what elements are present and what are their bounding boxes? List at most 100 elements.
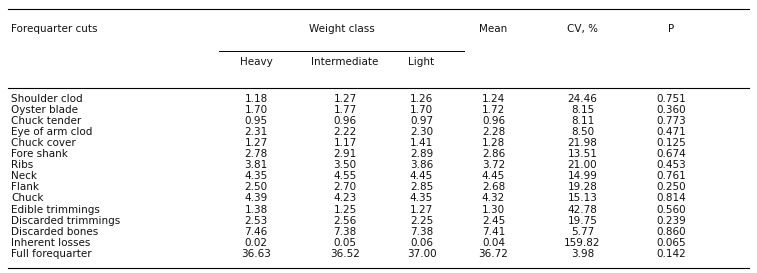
Text: 0.96: 0.96 — [482, 116, 505, 126]
Text: 1.17: 1.17 — [334, 138, 357, 148]
Text: 2.91: 2.91 — [334, 149, 357, 159]
Text: Heavy: Heavy — [240, 57, 273, 67]
Text: 1.41: 1.41 — [410, 138, 433, 148]
Text: 1.25: 1.25 — [334, 204, 357, 215]
Text: 2.70: 2.70 — [334, 182, 357, 192]
Text: 14.99: 14.99 — [568, 171, 597, 181]
Text: Mean: Mean — [479, 25, 508, 34]
Text: 2.25: 2.25 — [410, 216, 433, 225]
Text: 0.773: 0.773 — [656, 116, 687, 126]
Text: 2.31: 2.31 — [245, 127, 268, 137]
Text: 0.360: 0.360 — [657, 105, 687, 115]
Text: 0.560: 0.560 — [657, 204, 687, 215]
Text: 2.22: 2.22 — [334, 127, 357, 137]
Text: 0.96: 0.96 — [334, 116, 357, 126]
Text: Shoulder clod: Shoulder clod — [11, 94, 83, 104]
Text: 21.98: 21.98 — [568, 138, 597, 148]
Text: 2.68: 2.68 — [482, 182, 505, 192]
Text: Inherent losses: Inherent losses — [11, 238, 91, 248]
Text: Discarded trimmings: Discarded trimmings — [11, 216, 120, 225]
Text: 1.77: 1.77 — [334, 105, 357, 115]
Text: 0.860: 0.860 — [657, 227, 687, 237]
Text: 1.72: 1.72 — [482, 105, 505, 115]
Text: 4.55: 4.55 — [334, 171, 357, 181]
Text: 0.142: 0.142 — [656, 249, 687, 259]
Text: 159.82: 159.82 — [564, 238, 601, 248]
Text: 2.86: 2.86 — [482, 149, 505, 159]
Text: CV, %: CV, % — [567, 25, 598, 34]
Text: 0.02: 0.02 — [245, 238, 267, 248]
Text: 4.32: 4.32 — [482, 194, 505, 203]
Text: 3.86: 3.86 — [410, 160, 433, 170]
Text: 2.45: 2.45 — [482, 216, 505, 225]
Text: 2.53: 2.53 — [245, 216, 268, 225]
Text: 1.27: 1.27 — [410, 204, 433, 215]
Text: Chuck: Chuck — [11, 194, 44, 203]
Text: Fore shank: Fore shank — [11, 149, 68, 159]
Text: Neck: Neck — [11, 171, 37, 181]
Text: 8.11: 8.11 — [571, 116, 594, 126]
Text: 2.56: 2.56 — [334, 216, 357, 225]
Text: 2.78: 2.78 — [245, 149, 268, 159]
Text: Light: Light — [409, 57, 435, 67]
Text: 1.30: 1.30 — [482, 204, 505, 215]
Text: Chuck tender: Chuck tender — [11, 116, 82, 126]
Text: 1.24: 1.24 — [482, 94, 505, 104]
Text: 0.674: 0.674 — [656, 149, 687, 159]
Text: 0.95: 0.95 — [245, 116, 268, 126]
Text: P: P — [668, 25, 674, 34]
Text: 0.250: 0.250 — [657, 182, 687, 192]
Text: 0.453: 0.453 — [656, 160, 687, 170]
Text: 15.13: 15.13 — [568, 194, 597, 203]
Text: 1.27: 1.27 — [334, 94, 357, 104]
Text: 3.98: 3.98 — [571, 249, 594, 259]
Text: 3.50: 3.50 — [334, 160, 357, 170]
Text: 3.72: 3.72 — [482, 160, 505, 170]
Text: 4.35: 4.35 — [245, 171, 268, 181]
Text: Discarded bones: Discarded bones — [11, 227, 98, 237]
Text: 0.814: 0.814 — [656, 194, 687, 203]
Text: Oyster blade: Oyster blade — [11, 105, 78, 115]
Text: Flank: Flank — [11, 182, 39, 192]
Text: Weight class: Weight class — [309, 25, 374, 34]
Text: 37.00: 37.00 — [407, 249, 436, 259]
Text: Edible trimmings: Edible trimmings — [11, 204, 100, 215]
Text: 0.751: 0.751 — [656, 94, 687, 104]
Text: 1.27: 1.27 — [245, 138, 268, 148]
Text: 4.39: 4.39 — [245, 194, 268, 203]
Text: 13.51: 13.51 — [568, 149, 597, 159]
Text: 0.471: 0.471 — [656, 127, 687, 137]
Text: 19.75: 19.75 — [568, 216, 597, 225]
Text: 7.46: 7.46 — [245, 227, 268, 237]
Text: 4.45: 4.45 — [410, 171, 433, 181]
Text: 2.50: 2.50 — [245, 182, 268, 192]
Text: 0.761: 0.761 — [656, 171, 687, 181]
Text: Ribs: Ribs — [11, 160, 33, 170]
Text: 0.125: 0.125 — [656, 138, 687, 148]
Text: 1.18: 1.18 — [245, 94, 268, 104]
Text: 1.70: 1.70 — [410, 105, 433, 115]
Text: 8.50: 8.50 — [571, 127, 594, 137]
Text: 1.28: 1.28 — [482, 138, 505, 148]
Text: Full forequarter: Full forequarter — [11, 249, 92, 259]
Text: 36.52: 36.52 — [330, 249, 360, 259]
Text: 24.46: 24.46 — [568, 94, 597, 104]
Text: Eye of arm clod: Eye of arm clod — [11, 127, 92, 137]
Text: Chuck cover: Chuck cover — [11, 138, 76, 148]
Text: 19.28: 19.28 — [568, 182, 597, 192]
Text: 0.06: 0.06 — [410, 238, 433, 248]
Text: 2.85: 2.85 — [410, 182, 433, 192]
Text: 5.77: 5.77 — [571, 227, 594, 237]
Text: 0.04: 0.04 — [482, 238, 505, 248]
Text: 2.89: 2.89 — [410, 149, 433, 159]
Text: 0.97: 0.97 — [410, 116, 433, 126]
Text: 3.81: 3.81 — [245, 160, 268, 170]
Text: 1.70: 1.70 — [245, 105, 268, 115]
Text: 36.63: 36.63 — [241, 249, 271, 259]
Text: 4.45: 4.45 — [482, 171, 505, 181]
Text: 7.41: 7.41 — [482, 227, 505, 237]
Text: 4.23: 4.23 — [334, 194, 357, 203]
Text: 42.78: 42.78 — [568, 204, 597, 215]
Text: 7.38: 7.38 — [410, 227, 433, 237]
Text: 8.15: 8.15 — [571, 105, 594, 115]
